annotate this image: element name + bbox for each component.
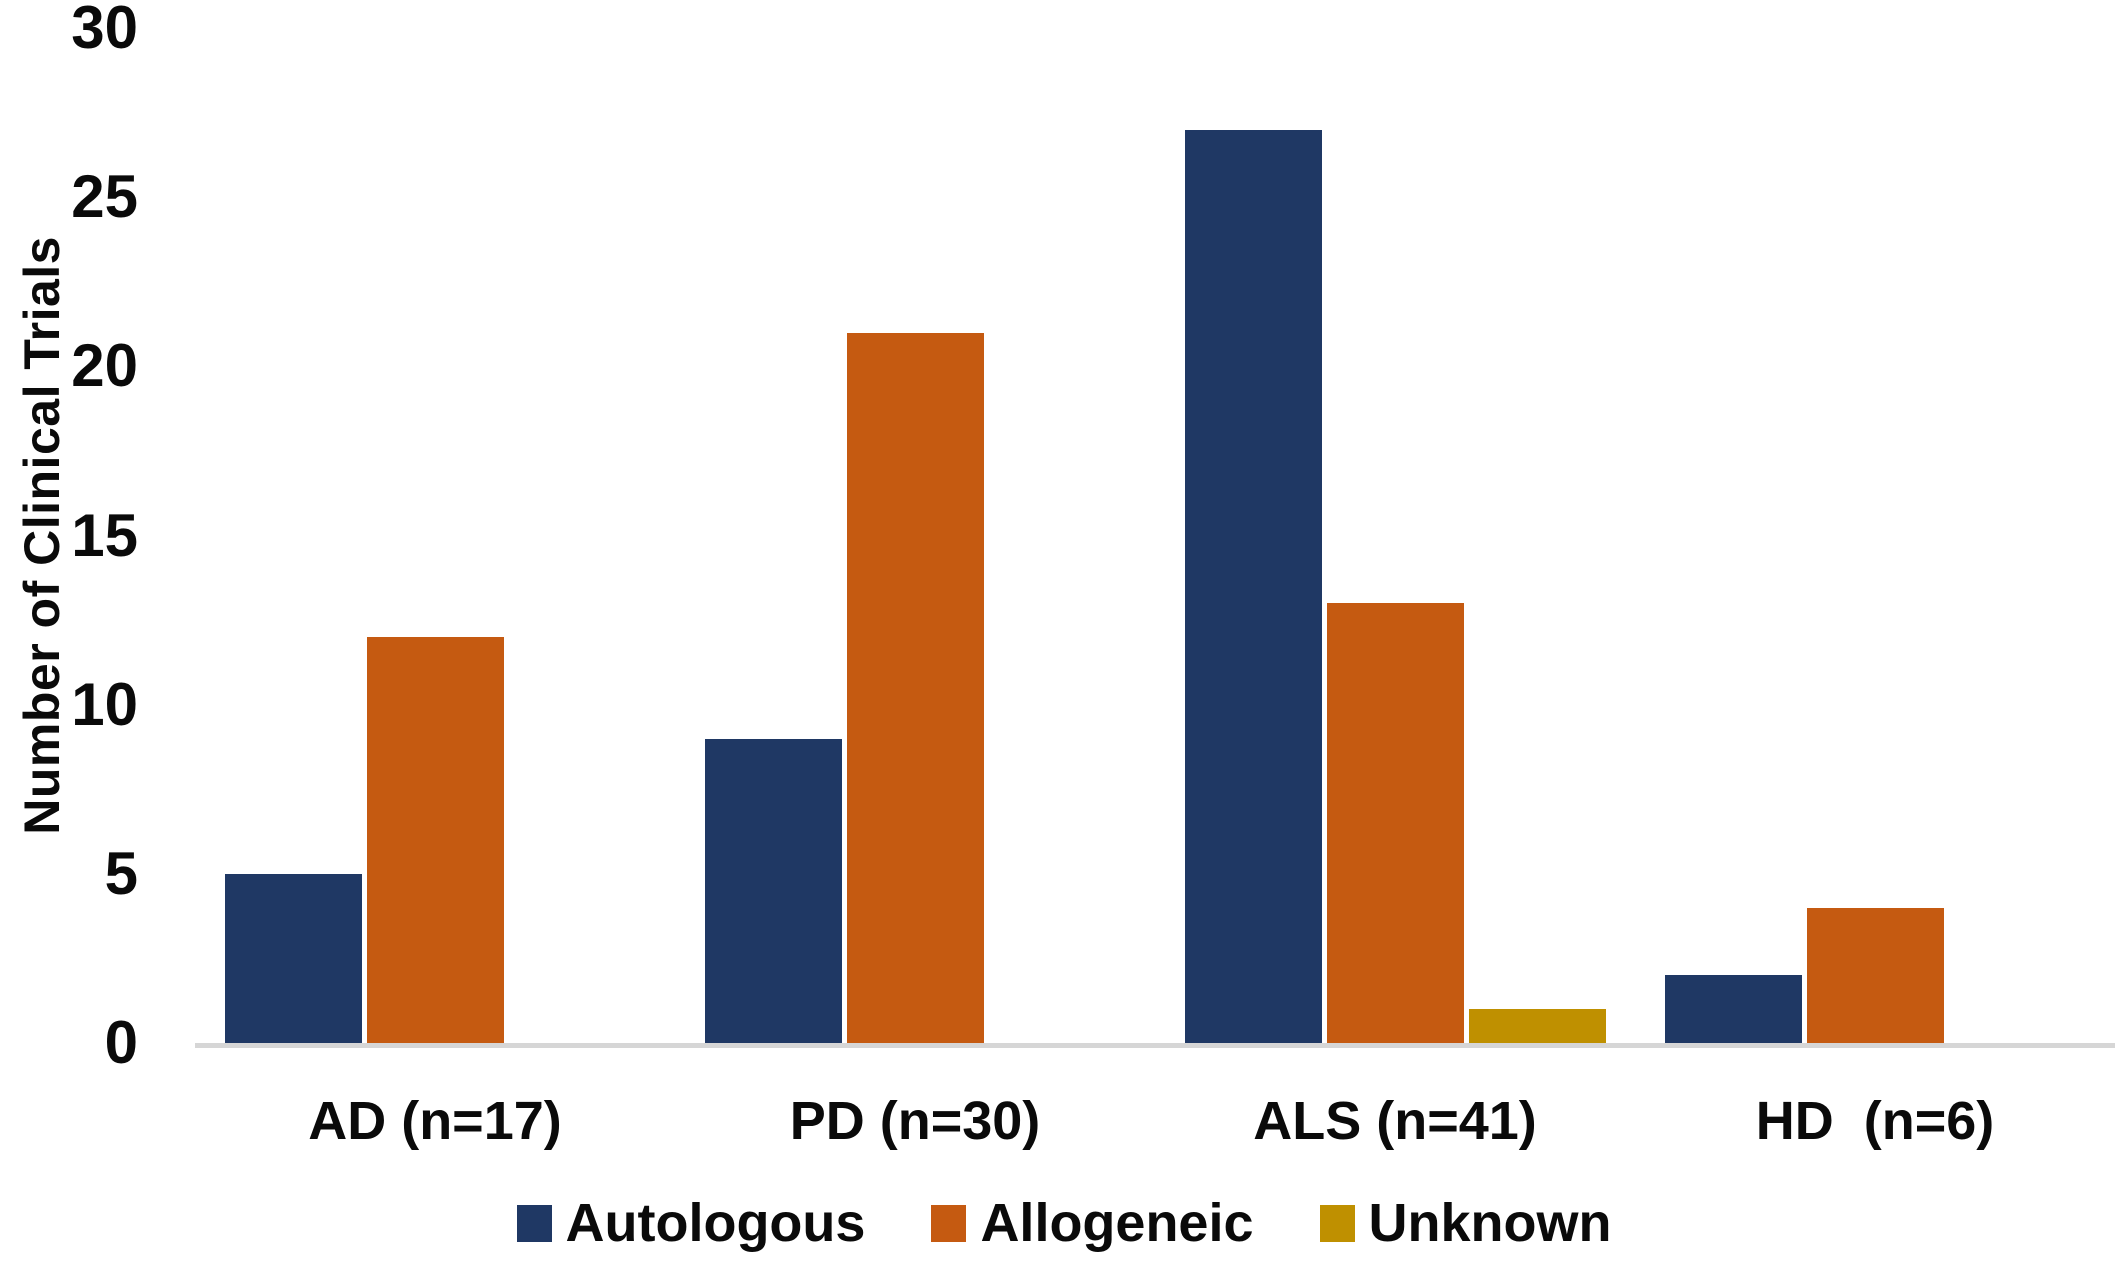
legend-swatch-allogeneic	[931, 1204, 967, 1242]
bar-group-pd-n-30	[675, 28, 1155, 1043]
y-tick-25: 25	[71, 163, 138, 230]
legend-item-autologous: Autologous	[516, 1192, 866, 1254]
y-tick-15: 15	[71, 502, 138, 569]
legend-swatch-autologous	[516, 1204, 552, 1242]
bar-als-n-41-autologous	[1184, 130, 1322, 1043]
bar-als-n-41-unknown	[1468, 1009, 1606, 1043]
x-axis-labels: AD (n=17) PD (n=30) ALS (n=41) HD (n=6)	[195, 1090, 2115, 1152]
legend-swatch-unknown	[1319, 1204, 1355, 1242]
y-tick-10: 10	[71, 671, 138, 738]
legend-label-allogeneic: Allogeneic	[980, 1193, 1254, 1253]
y-tick-30: 30	[71, 0, 138, 61]
legend: Autologous Allogeneic Unknown	[0, 1192, 2128, 1254]
plot-area	[195, 28, 2115, 1048]
bar-group-ad-n-17	[195, 28, 675, 1043]
x-label-als-n-41: ALS (n=41)	[1253, 1091, 1537, 1151]
bar-pd-n-30-autologous	[704, 739, 842, 1043]
bar-hd-n-6-autologous	[1664, 975, 1802, 1043]
bar-ad-n-17-allogeneic	[366, 637, 504, 1043]
y-tick-5: 5	[104, 840, 138, 907]
x-label-hd-n-6: HD (n=6)	[1755, 1091, 1995, 1151]
bar-pd-n-30-allogeneic	[846, 333, 984, 1043]
bar-group-hd-n-6	[1635, 28, 2115, 1043]
bar-ad-n-17-autologous	[224, 874, 362, 1043]
legend-label-unknown: Unknown	[1368, 1193, 1612, 1253]
x-label-ad-n-17: AD (n=17)	[308, 1091, 562, 1151]
y-tick-20: 20	[71, 332, 138, 399]
y-tick-0: 0	[104, 1009, 138, 1076]
bar-hd-n-6-allogeneic	[1806, 908, 1944, 1043]
bar-group-als-n-41	[1155, 28, 1635, 1043]
x-label-pd-n-30: PD (n=30)	[789, 1091, 1041, 1151]
legend-item-unknown: Unknown	[1319, 1192, 1612, 1254]
legend-item-allogeneic: Allogeneic	[931, 1192, 1254, 1254]
bar-als-n-41-allogeneic	[1326, 603, 1464, 1043]
legend-label-autologous: Autologous	[565, 1193, 866, 1253]
